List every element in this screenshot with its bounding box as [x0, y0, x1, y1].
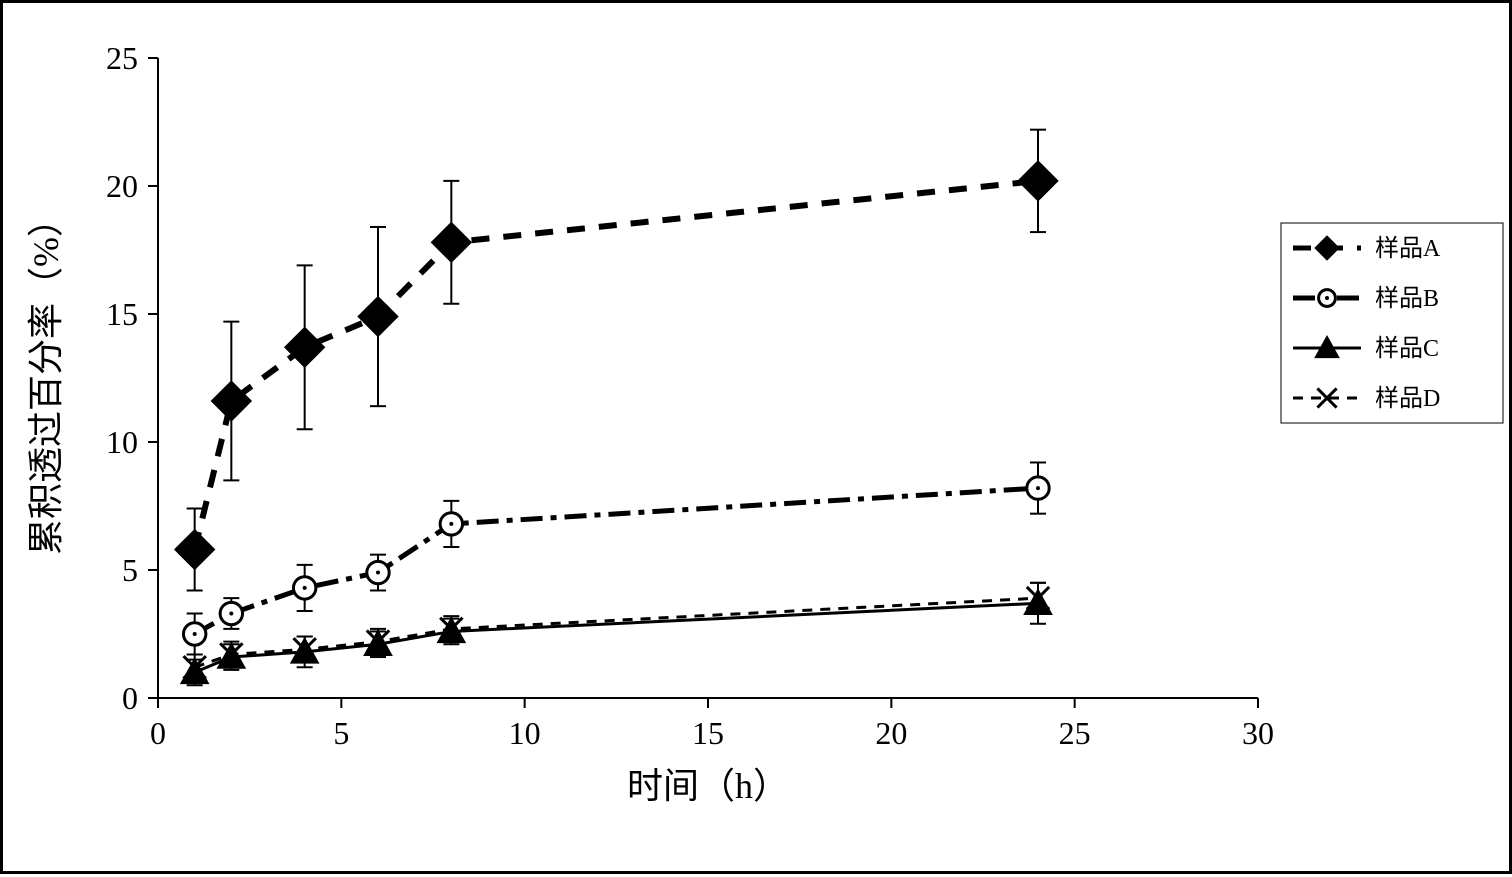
y-tick-label: 20	[106, 168, 138, 204]
y-tick-label: 0	[122, 680, 138, 716]
diamond-filled-marker	[1018, 161, 1058, 201]
legend-label: 样品A	[1375, 235, 1441, 262]
series-line	[195, 488, 1038, 634]
circle-open-marker	[183, 623, 205, 645]
y-tick-label: 5	[122, 552, 138, 588]
circle-open-marker	[367, 561, 389, 583]
x-tick-label: 0	[150, 715, 166, 751]
circle-open-marker	[220, 602, 242, 624]
chart-frame: 0 5 10 15 20 25 30 0 5 10 15 20 25 时间（h） 累积透过百分率（%） 样品A…	[0, 0, 1512, 874]
circle-open-marker	[1027, 477, 1049, 499]
y-tick-label: 10	[106, 424, 138, 460]
series-line	[195, 181, 1038, 550]
x-tick-label: 5	[333, 715, 349, 751]
circle-open-marker	[440, 513, 462, 535]
y-tick-label: 15	[106, 296, 138, 332]
x-tick-label: 10	[509, 715, 541, 751]
x-tick-label: 15	[692, 715, 724, 751]
diamond-filled-marker	[175, 530, 215, 570]
circle-open-marker	[293, 577, 315, 599]
x-tick-label: 30	[1242, 715, 1274, 751]
y-axis-label: 累积透过百分率（%）	[26, 201, 66, 555]
legend-label: 样品B	[1375, 285, 1439, 312]
legend-label: 样品C	[1375, 335, 1439, 362]
chart-canvas: 0 5 10 15 20 25 30 0 5 10 15 20 25 时间（h） 累积透过百分率（%） 样品A…	[3, 3, 1512, 877]
diamond-filled-marker	[285, 327, 325, 367]
y-tick-label: 25	[106, 40, 138, 76]
legend-label: 样品D	[1375, 385, 1440, 412]
series-line	[195, 603, 1038, 672]
diamond-filled-marker	[211, 381, 251, 421]
diamond-filled-marker	[358, 297, 398, 337]
x-tick-label: 25	[1059, 715, 1091, 751]
x-axis-label: 时间（h）	[627, 766, 789, 806]
x-tick-label: 20	[875, 715, 907, 751]
circle-open-marker	[1319, 290, 1336, 307]
diamond-filled-marker	[431, 222, 471, 262]
